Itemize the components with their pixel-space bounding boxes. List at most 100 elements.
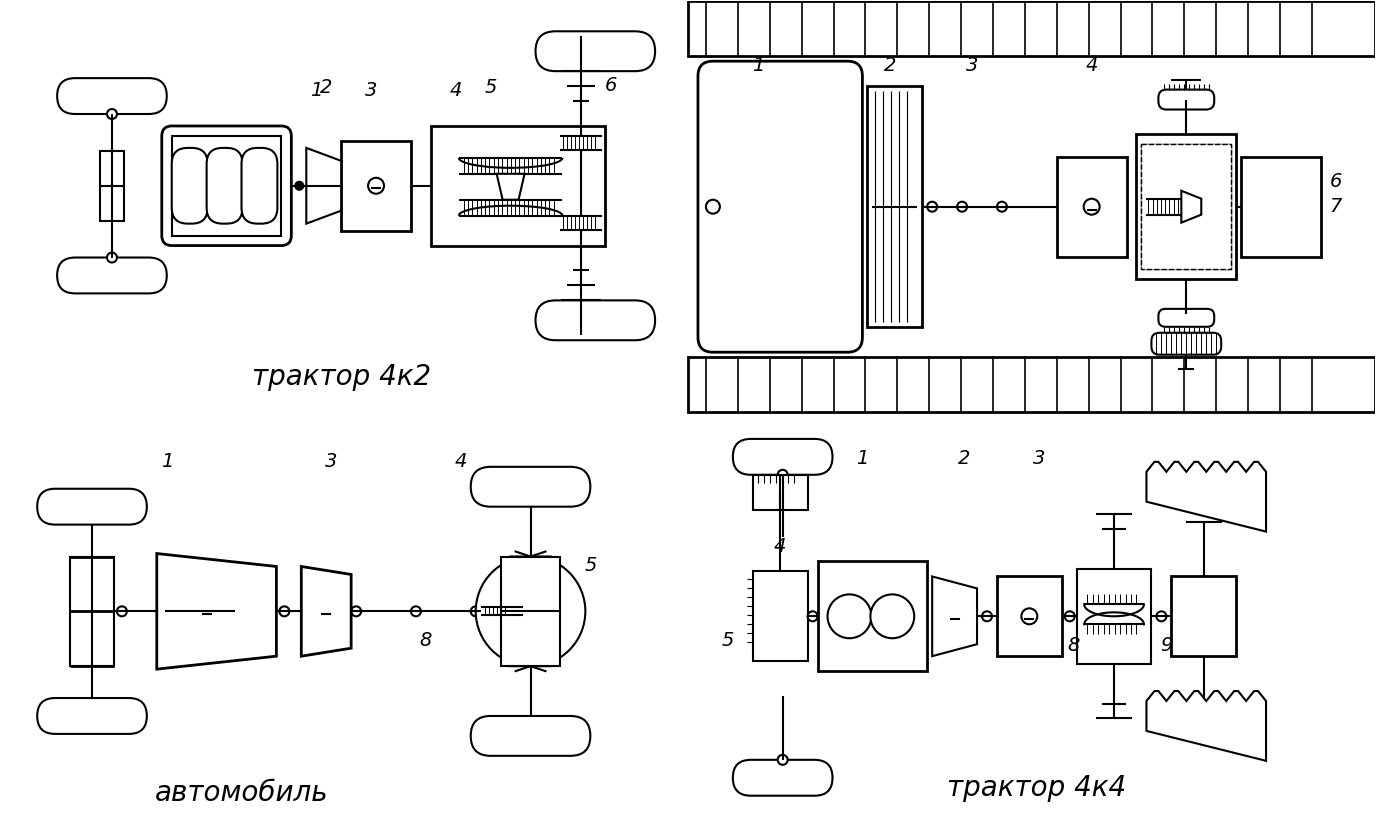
Circle shape bbox=[1064, 611, 1074, 621]
Polygon shape bbox=[1147, 461, 1265, 531]
FancyBboxPatch shape bbox=[536, 31, 655, 71]
Text: 2: 2 bbox=[884, 56, 896, 75]
Polygon shape bbox=[497, 174, 525, 199]
Text: трактор 4к2: трактор 4к2 bbox=[252, 363, 431, 391]
Text: 1: 1 bbox=[310, 81, 322, 100]
Circle shape bbox=[1022, 608, 1037, 625]
Text: трактор 4к4: трактор 4к4 bbox=[947, 774, 1126, 802]
Text: 4: 4 bbox=[454, 452, 467, 471]
FancyBboxPatch shape bbox=[1158, 90, 1215, 110]
FancyBboxPatch shape bbox=[698, 61, 862, 352]
Bar bbox=[1142, 144, 1231, 269]
FancyBboxPatch shape bbox=[207, 147, 242, 223]
FancyBboxPatch shape bbox=[1158, 309, 1215, 327]
Circle shape bbox=[828, 594, 872, 639]
Circle shape bbox=[997, 202, 1007, 212]
FancyBboxPatch shape bbox=[536, 301, 655, 340]
Circle shape bbox=[870, 594, 914, 639]
FancyBboxPatch shape bbox=[241, 147, 277, 223]
Bar bbox=[501, 556, 560, 666]
FancyBboxPatch shape bbox=[37, 489, 147, 525]
Bar bbox=[1241, 157, 1321, 256]
Bar bbox=[1056, 157, 1126, 256]
Bar bbox=[753, 572, 807, 661]
Text: 1: 1 bbox=[752, 56, 764, 75]
Bar bbox=[165, 574, 234, 649]
Circle shape bbox=[198, 602, 216, 620]
Text: 7: 7 bbox=[1330, 197, 1343, 216]
Circle shape bbox=[982, 611, 991, 621]
Text: 1: 1 bbox=[856, 449, 869, 468]
Bar bbox=[868, 86, 923, 327]
Circle shape bbox=[471, 606, 481, 616]
FancyBboxPatch shape bbox=[733, 760, 833, 796]
Bar bbox=[431, 126, 606, 246]
Circle shape bbox=[107, 109, 117, 119]
Text: 3: 3 bbox=[365, 81, 377, 100]
Polygon shape bbox=[157, 554, 277, 669]
Text: 6: 6 bbox=[605, 76, 617, 95]
Circle shape bbox=[957, 202, 967, 212]
Circle shape bbox=[946, 608, 963, 625]
Bar bbox=[172, 136, 281, 236]
Bar bbox=[505, 556, 555, 666]
Bar bbox=[101, 151, 124, 221]
Text: автомобиль: автомобиль bbox=[154, 779, 328, 807]
Polygon shape bbox=[932, 577, 978, 656]
Circle shape bbox=[410, 606, 421, 616]
FancyBboxPatch shape bbox=[1151, 333, 1221, 354]
Text: 4: 4 bbox=[774, 536, 786, 555]
Circle shape bbox=[1084, 199, 1100, 215]
Circle shape bbox=[280, 606, 289, 616]
Text: 2: 2 bbox=[958, 449, 971, 468]
Circle shape bbox=[107, 252, 117, 263]
Bar bbox=[1172, 577, 1237, 656]
FancyBboxPatch shape bbox=[471, 716, 591, 756]
Text: 4: 4 bbox=[450, 81, 461, 100]
Bar bbox=[1136, 134, 1237, 279]
Text: 3: 3 bbox=[965, 56, 978, 75]
Polygon shape bbox=[511, 556, 551, 611]
Circle shape bbox=[117, 606, 127, 616]
Polygon shape bbox=[1181, 190, 1201, 222]
Circle shape bbox=[1157, 611, 1166, 621]
Text: 8: 8 bbox=[420, 631, 432, 650]
FancyBboxPatch shape bbox=[56, 78, 167, 114]
Bar bbox=[688, 2, 1374, 56]
Text: 8: 8 bbox=[1067, 636, 1080, 655]
Text: 5: 5 bbox=[485, 78, 497, 97]
Polygon shape bbox=[302, 566, 351, 656]
Circle shape bbox=[475, 556, 585, 666]
FancyBboxPatch shape bbox=[471, 467, 591, 507]
Polygon shape bbox=[511, 611, 551, 666]
Circle shape bbox=[295, 182, 303, 190]
Bar bbox=[688, 357, 1374, 412]
FancyBboxPatch shape bbox=[37, 698, 147, 734]
Text: 1: 1 bbox=[161, 452, 174, 471]
Circle shape bbox=[778, 755, 788, 765]
Bar bbox=[341, 141, 410, 231]
Bar bbox=[818, 561, 927, 671]
Polygon shape bbox=[306, 147, 341, 223]
Circle shape bbox=[351, 606, 361, 616]
Circle shape bbox=[807, 611, 818, 621]
Circle shape bbox=[927, 202, 938, 212]
Bar bbox=[1077, 569, 1151, 663]
Bar bbox=[997, 577, 1062, 656]
FancyBboxPatch shape bbox=[56, 258, 167, 293]
Text: 3: 3 bbox=[325, 452, 337, 471]
Text: 6: 6 bbox=[1330, 171, 1343, 191]
Bar bbox=[753, 475, 807, 510]
Circle shape bbox=[706, 199, 720, 213]
Circle shape bbox=[778, 470, 788, 480]
Text: 4: 4 bbox=[1085, 56, 1097, 75]
Polygon shape bbox=[1147, 691, 1265, 761]
Bar bbox=[70, 556, 114, 666]
Text: 5: 5 bbox=[584, 556, 596, 575]
Circle shape bbox=[368, 178, 384, 194]
FancyBboxPatch shape bbox=[733, 439, 833, 475]
FancyBboxPatch shape bbox=[172, 147, 208, 223]
Circle shape bbox=[318, 603, 335, 620]
Text: 9: 9 bbox=[1161, 636, 1173, 655]
Text: 5: 5 bbox=[722, 631, 734, 650]
